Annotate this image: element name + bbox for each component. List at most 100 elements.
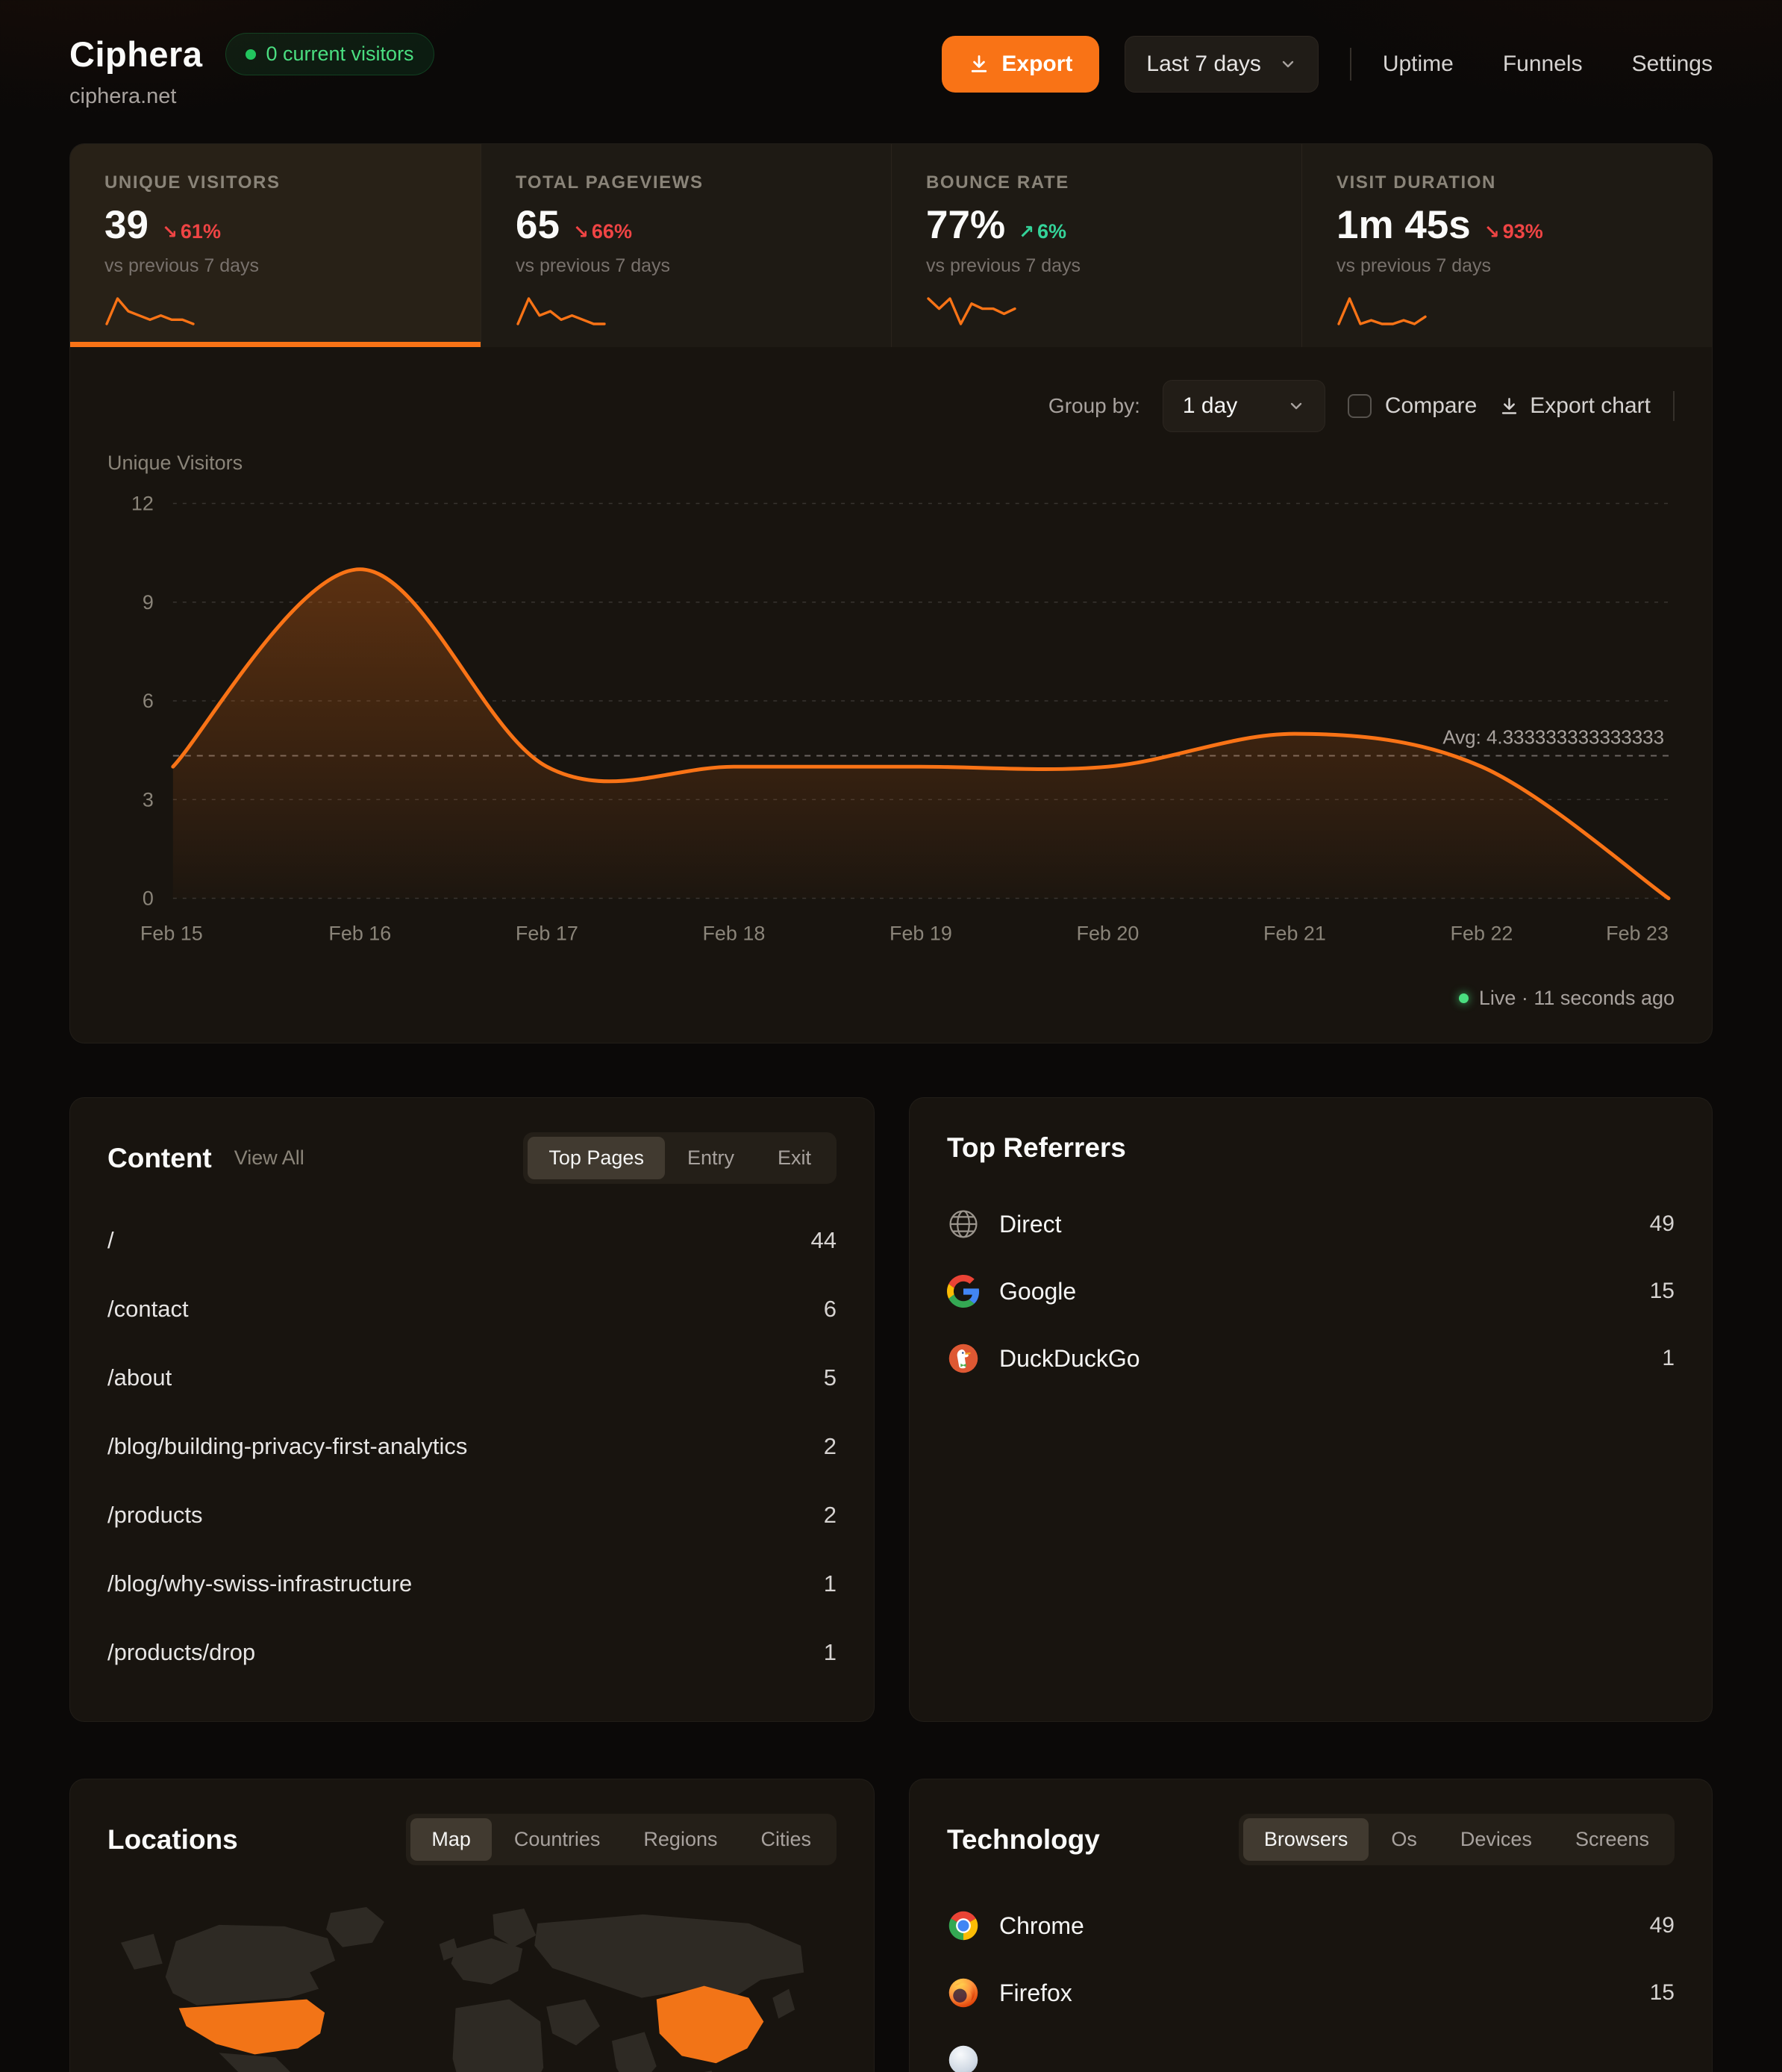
chart-area: Unique Visitors 0 3 6 9 12 Avg: 4.33333333333… bbox=[70, 438, 1712, 969]
tab-os[interactable]: Os bbox=[1370, 1818, 1438, 1861]
current-visitors-badge[interactable]: 0 current visitors bbox=[225, 33, 434, 75]
sparkline-chart bbox=[1337, 297, 1427, 325]
locations-title: Locations bbox=[107, 1823, 238, 1855]
compare-checkbox[interactable] bbox=[1347, 394, 1372, 418]
technology-card: Technology Browsers Os Devices Screens bbox=[909, 1779, 1713, 2072]
page-row[interactable]: /about 5 bbox=[107, 1364, 837, 1391]
page-row[interactable]: /contact 6 bbox=[107, 1296, 837, 1322]
trend-arrow-icon: ↘ bbox=[1484, 222, 1500, 243]
stat-value: 1m 45s bbox=[1336, 203, 1471, 247]
referrers-title: Top Referrers bbox=[947, 1132, 1126, 1163]
current-visitors-label: 0 current visitors bbox=[266, 43, 414, 65]
stat-delta: ↘ 93% bbox=[1484, 220, 1543, 243]
group-by-value: 1 day bbox=[1182, 393, 1238, 418]
stat-card-unique-visitors[interactable]: UNIQUE VISITORS 39 ↘ 61% vs previous 7 da… bbox=[70, 144, 481, 347]
group-by-select[interactable]: 1 day bbox=[1162, 380, 1325, 432]
tab-browsers[interactable]: Browsers bbox=[1242, 1818, 1369, 1861]
tab-map[interactable]: Map bbox=[410, 1818, 492, 1861]
topbar-actions: Export Last 7 days Uptime Funnels Settin… bbox=[942, 36, 1713, 93]
stat-label: VISIT DURATION bbox=[1336, 172, 1496, 193]
header-divider bbox=[1349, 48, 1351, 81]
stat-card-total-pageviews[interactable]: TOTAL PAGEVIEWS 65 ↘ 66% vs previous 7 da… bbox=[481, 144, 891, 347]
visitors-area-chart[interactable]: 0 3 6 9 12 Avg: 4.333333333333333 Feb 15 Feb 16… bbox=[107, 476, 1675, 969]
svg-text:Feb 17: Feb 17 bbox=[516, 922, 578, 944]
stats-row: UNIQUE VISITORS 39 ↘ 61% vs previous 7 da… bbox=[70, 144, 1712, 347]
page-row[interactable]: /products/drop 1 bbox=[107, 1639, 837, 1665]
browser-rows: Chrome 49 Firefox bbox=[947, 1892, 1675, 2072]
export-chart-label: Export chart bbox=[1530, 393, 1651, 418]
svg-text:Feb 23: Feb 23 bbox=[1606, 922, 1669, 944]
svg-text:3: 3 bbox=[143, 788, 154, 811]
compare-label: Compare bbox=[1384, 393, 1478, 418]
map-region-usa bbox=[178, 1999, 325, 2055]
svg-text:Avg: 4.333333333333333: Avg: 4.333333333333333 bbox=[1442, 728, 1664, 749]
sparkline-chart bbox=[516, 297, 606, 325]
referrers-card: Top Referrers Direct 49 bbox=[909, 1097, 1713, 1722]
nav-item-settings[interactable]: Settings bbox=[1631, 52, 1713, 76]
stat-value: 65 bbox=[516, 203, 560, 247]
technology-title: Technology bbox=[947, 1823, 1100, 1855]
sparkline-chart bbox=[927, 297, 1016, 325]
export-button[interactable]: Export bbox=[942, 36, 1100, 93]
stat-label: BOUNCE RATE bbox=[926, 172, 1069, 193]
stat-label: UNIQUE VISITORS bbox=[104, 172, 281, 193]
svg-text:Feb 22: Feb 22 bbox=[1451, 922, 1513, 944]
browser-partial-icon bbox=[948, 2045, 978, 2072]
content-rows: /44 /contact 6 /about 5 /blog/building-pri… bbox=[107, 1206, 837, 1687]
tab-exit[interactable]: Exit bbox=[757, 1137, 832, 1179]
tab-top-pages[interactable]: Top Pages bbox=[528, 1137, 665, 1179]
duckduckgo-icon bbox=[948, 1344, 978, 1373]
stat-value: 39 bbox=[104, 203, 148, 247]
download-icon bbox=[972, 55, 987, 72]
world-map[interactable] bbox=[107, 1895, 837, 2072]
page-row[interactable]: /blog/why-swiss-infrastructure 1 bbox=[107, 1570, 837, 1597]
browser-row[interactable]: Firefox 15 bbox=[947, 1959, 1675, 2026]
referrer-row[interactable]: Google 15 bbox=[947, 1258, 1675, 1325]
content-tabs: Top Pages Entry Exit bbox=[523, 1132, 837, 1184]
tab-entry[interactable]: Entry bbox=[666, 1137, 755, 1179]
trend-arrow-icon: ↘ bbox=[161, 222, 178, 243]
stat-compare-label: vs previous 7 days bbox=[1336, 255, 1492, 276]
stat-compare-label: vs previous 7 days bbox=[516, 255, 671, 276]
tab-devices[interactable]: Devices bbox=[1439, 1818, 1553, 1861]
content-card: Content View All Top Pages Entry Exit /4… bbox=[69, 1097, 875, 1722]
nav-item-uptime[interactable]: Uptime bbox=[1382, 52, 1454, 76]
tab-regions[interactable]: Regions bbox=[622, 1818, 738, 1861]
page-row[interactable]: /products 2 bbox=[107, 1502, 837, 1528]
stat-compare-label: vs previous 7 days bbox=[104, 255, 260, 276]
svg-text:0: 0 bbox=[143, 887, 154, 910]
stat-delta: ↘ 61% bbox=[161, 220, 221, 243]
stat-card-visit-duration[interactable]: VISIT DURATION 1m 45s ↘ 93% vs previous 7… bbox=[1301, 144, 1712, 347]
referrer-row[interactable]: Direct 49 bbox=[947, 1191, 1675, 1258]
topbar: Ciphera 0 current visitors ciphera.net E… bbox=[69, 33, 1713, 109]
export-button-label: Export bbox=[1001, 52, 1073, 76]
page-row[interactable]: /44 bbox=[107, 1227, 837, 1253]
tab-cities[interactable]: Cities bbox=[740, 1818, 832, 1861]
download-icon bbox=[1502, 397, 1517, 414]
stat-value: 77% bbox=[926, 203, 1006, 247]
svg-text:Feb 21: Feb 21 bbox=[1263, 922, 1326, 944]
browser-row-partial[interactable] bbox=[947, 2026, 1675, 2072]
site-title: Ciphera bbox=[69, 34, 203, 74]
tab-screens[interactable]: Screens bbox=[1554, 1818, 1670, 1861]
svg-text:Feb 19: Feb 19 bbox=[890, 922, 952, 944]
view-all-link[interactable]: View All bbox=[234, 1146, 304, 1169]
chevron-down-icon bbox=[1290, 402, 1302, 410]
chart-series-label: Unique Visitors bbox=[107, 452, 243, 474]
live-dot-icon bbox=[1458, 993, 1469, 1003]
date-range-select[interactable]: Last 7 days bbox=[1125, 36, 1319, 93]
online-dot-icon bbox=[245, 49, 256, 60]
page-row[interactable]: /blog/building-privacy-first-analytics 2 bbox=[107, 1433, 837, 1459]
referrer-row[interactable]: DuckDuckGo 1 bbox=[947, 1325, 1675, 1392]
svg-text:6: 6 bbox=[143, 690, 154, 712]
tab-countries[interactable]: Countries bbox=[493, 1818, 622, 1861]
chevron-down-icon bbox=[1282, 60, 1294, 68]
browser-row[interactable]: Chrome 49 bbox=[947, 1892, 1675, 1959]
nav-item-funnels[interactable]: Funnels bbox=[1502, 52, 1583, 76]
compare-toggle[interactable]: Compare bbox=[1347, 393, 1478, 419]
stat-card-bounce-rate[interactable]: BOUNCE RATE 77% ↗ 6% vs previous 7 days bbox=[891, 144, 1301, 347]
technology-tabs: Browsers Os Devices Screens bbox=[1238, 1814, 1675, 1865]
export-chart-button[interactable]: Export chart bbox=[1499, 393, 1651, 419]
